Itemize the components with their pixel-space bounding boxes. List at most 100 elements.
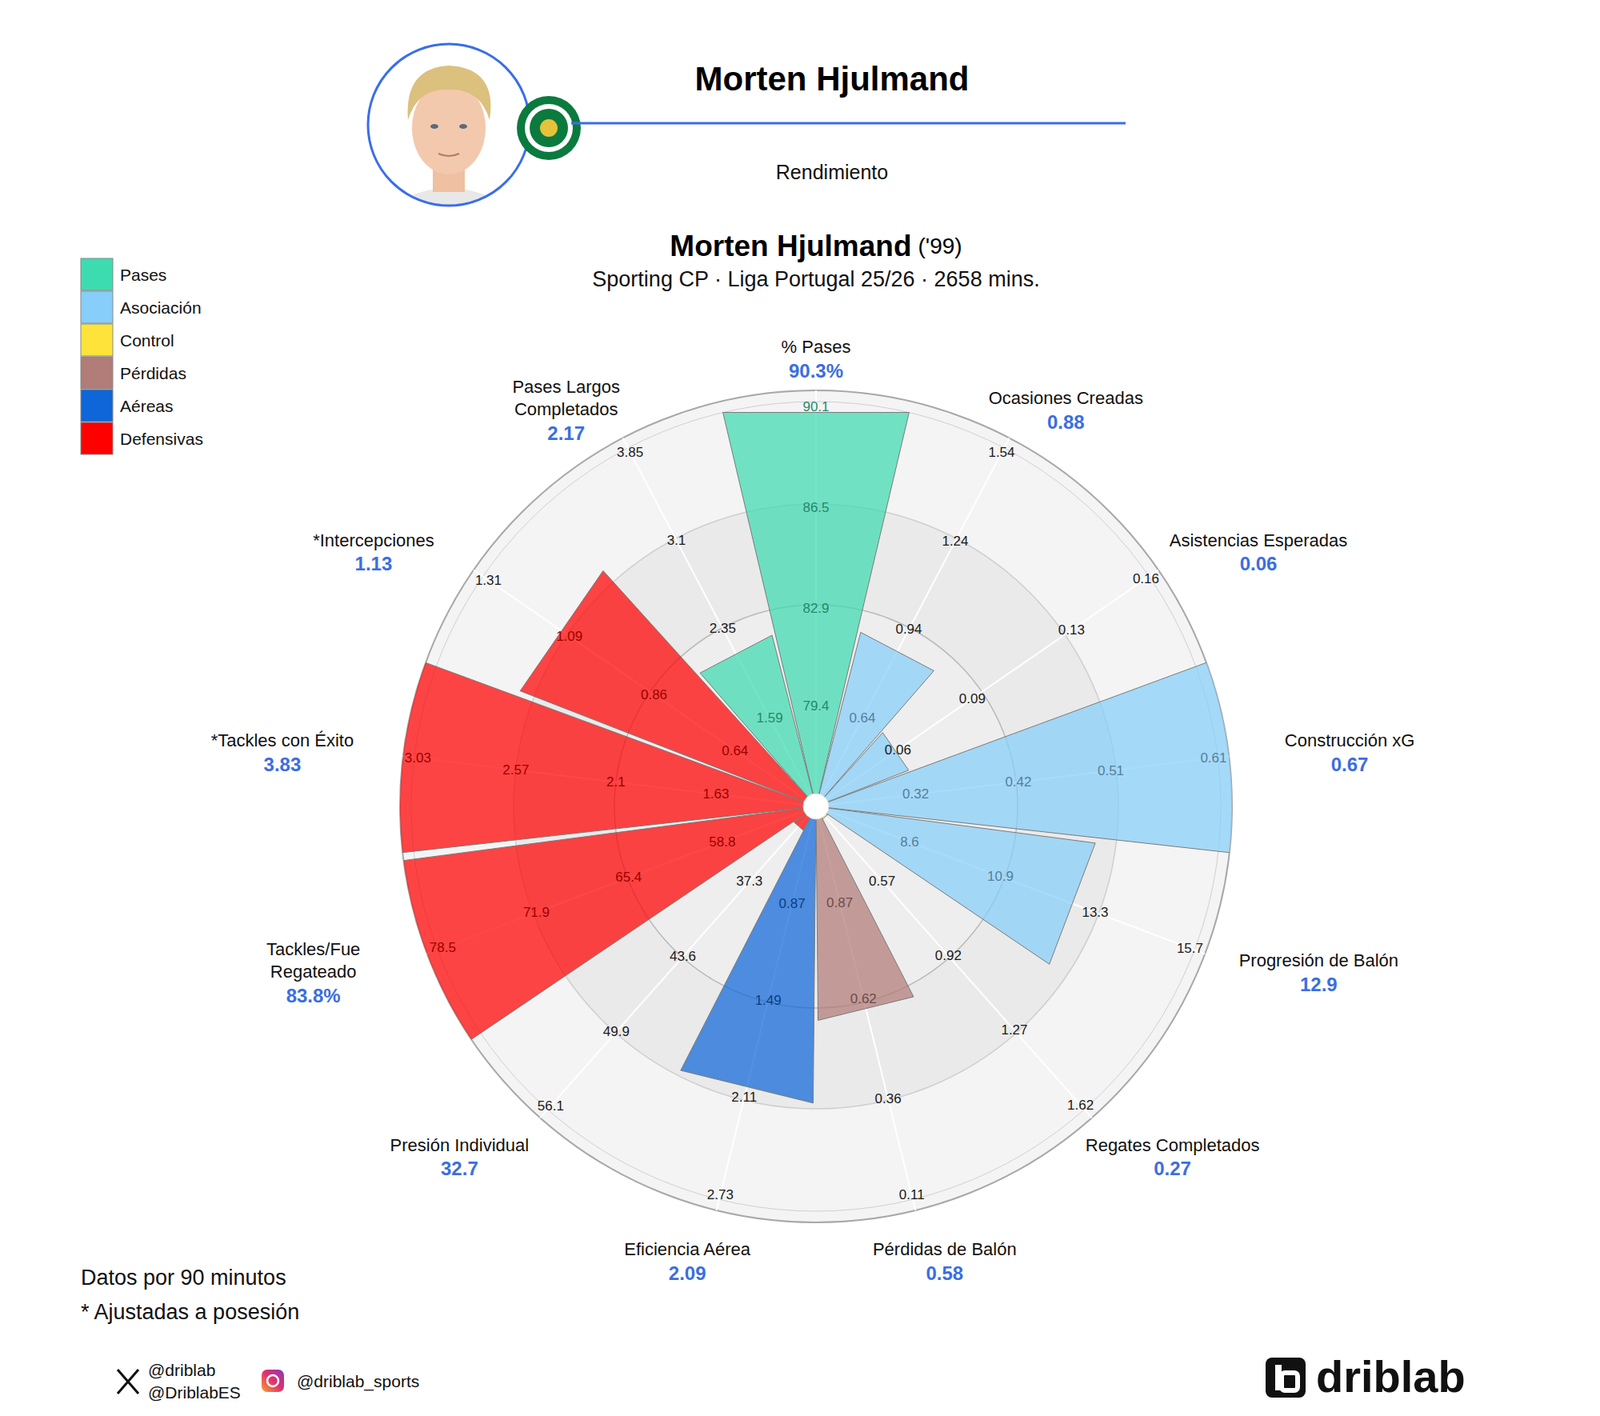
note: Datos por 90 minutos: [80, 1265, 287, 1290]
x-icon: [117, 1369, 139, 1394]
tick-label: 0.92: [935, 948, 962, 964]
category-line: *Tackles con Éxito: [211, 730, 355, 751]
tick-label: 0.61: [1200, 750, 1227, 766]
value-label: 2.09: [668, 1262, 707, 1284]
value-label: 83.8%: [286, 984, 341, 1007]
tick-label: 1.62: [1067, 1097, 1094, 1113]
legend-label: Defensivas: [120, 429, 204, 448]
tick-label: 0.57: [868, 873, 896, 889]
tick-label: 0.64: [848, 710, 876, 726]
instagram-lens: [267, 1375, 279, 1387]
legend-swatch: [80, 356, 113, 389]
category-label: % Pases: [781, 336, 852, 357]
tick-label: 0.09: [959, 691, 986, 707]
tick-labels: 79.482.986.590.10.640.941.241.540.060.09…: [404, 399, 1228, 1203]
category-line: Construcción xG: [1284, 730, 1416, 751]
tick-label: 3.85: [616, 444, 644, 460]
tick-label: 1.49: [755, 992, 782, 1008]
legend-label: Pérdidas: [120, 364, 187, 383]
photo-bg: [368, 44, 529, 205]
category-label: Progresión de Balón: [1239, 950, 1399, 971]
photo-eye: [430, 124, 439, 129]
tick-label: 0.62: [850, 991, 877, 1007]
header-title: Morten Hjulmand: [695, 60, 970, 98]
spoke: [816, 806, 916, 1211]
legend-label: Aéreas: [120, 396, 174, 416]
category-line: Regateado: [270, 961, 357, 982]
category-label: Pases LargosCompletados: [512, 376, 620, 420]
brand-name: driblab: [1316, 1351, 1466, 1402]
tick-label: 1.27: [1000, 1022, 1028, 1038]
category-line: Eficiencia Aérea: [624, 1239, 752, 1260]
note: * Ajustadas a posesión: [80, 1300, 300, 1324]
value-label: 3.83: [264, 753, 302, 776]
photo-border: [368, 44, 530, 206]
tick-label: 2.35: [709, 620, 736, 636]
tick-label: 3.03: [404, 750, 432, 766]
tick-label: 71.9: [523, 904, 550, 920]
tick-label: 3.1: [667, 532, 687, 548]
category-label: Presión Individual: [390, 1134, 530, 1155]
category-line: Completados: [514, 399, 619, 420]
tick-label: 0.13: [1058, 622, 1085, 638]
legend-swatch: [80, 422, 113, 455]
tick-label: 0.32: [902, 786, 929, 802]
tick-label: 1.09: [556, 628, 583, 644]
tick-label: 2.1: [606, 774, 626, 790]
tick-label: 2.57: [502, 762, 529, 778]
tick-label: 86.5: [802, 500, 829, 516]
title-name: Morten Hjulmand: [669, 229, 912, 263]
category-label: Pérdidas de Balón: [872, 1239, 1017, 1260]
center-hole: [803, 793, 829, 820]
x-handle: @DriblabES: [148, 1383, 241, 1402]
tick-label: 65.4: [615, 869, 642, 885]
tick-label: 37.3: [736, 873, 763, 889]
x-handle: @driblab: [148, 1360, 216, 1380]
tick-label: 15.7: [1176, 940, 1204, 956]
bar: [816, 806, 914, 1020]
badge: [516, 96, 581, 160]
tick-label: 82.9: [802, 600, 829, 616]
tick-label: 56.1: [537, 1098, 564, 1114]
legend: PasesAsociaciónControlPérdidasAéreasDefe…: [80, 258, 204, 455]
legend-swatch: [80, 258, 113, 291]
value-label: 1.13: [355, 552, 393, 575]
tick-label: 0.11: [899, 1187, 925, 1203]
tick-label: 10.9: [987, 868, 1014, 884]
category-label: Asistencias Esperadas: [1169, 529, 1348, 550]
photo-eye: [459, 124, 468, 129]
category-line: Progresión de Balón: [1239, 950, 1399, 971]
tick-label: 1.54: [988, 444, 1015, 460]
brand-icon: [1265, 1357, 1306, 1398]
value-label: 0.06: [1240, 552, 1278, 575]
tick-label: 0.51: [1097, 763, 1124, 779]
legend-label: Asociación: [120, 298, 202, 317]
category-label: Regates Completados: [1085, 1134, 1260, 1155]
tick-label: 2.73: [707, 1187, 734, 1203]
value-label: 0.27: [1153, 1157, 1192, 1180]
badge-inner: [529, 108, 568, 148]
tick-label: 0.87: [779, 896, 806, 912]
badge-ring: [524, 104, 573, 152]
category-label: *Intercepciones: [312, 529, 435, 550]
chart-title: Morten Hjulmand('99): [669, 229, 962, 263]
category-line: Ocasiones Creadas: [988, 388, 1144, 408]
category-line: Regates Completados: [1085, 1134, 1260, 1155]
tick-label: 0.06: [884, 742, 912, 758]
value-label: 32.7: [440, 1157, 479, 1180]
category-labels: % Pases90.3%Ocasiones Creadas0.88Asisten…: [211, 336, 1416, 1284]
tick-label: 0.64: [721, 743, 748, 759]
tick-label: 1.59: [756, 710, 784, 726]
category-line: Pases Largos: [512, 376, 620, 397]
brand-icon-bowl: [1281, 1372, 1298, 1391]
title-suffix: ('99): [918, 233, 963, 259]
instagram-icon: [261, 1369, 284, 1392]
tick-label: 0.87: [826, 895, 853, 911]
legend-label: Control: [120, 331, 175, 350]
tick-label: 58.8: [708, 834, 736, 850]
tick-label: 2.11: [731, 1089, 757, 1105]
category-label: *Tackles con Éxito: [211, 730, 355, 751]
tick-label: 79.4: [802, 698, 829, 714]
page: Morten HjulmandRendimientoMorten Hjulman…: [0, 0, 1600, 1416]
tick-label: 1.31: [475, 572, 502, 588]
